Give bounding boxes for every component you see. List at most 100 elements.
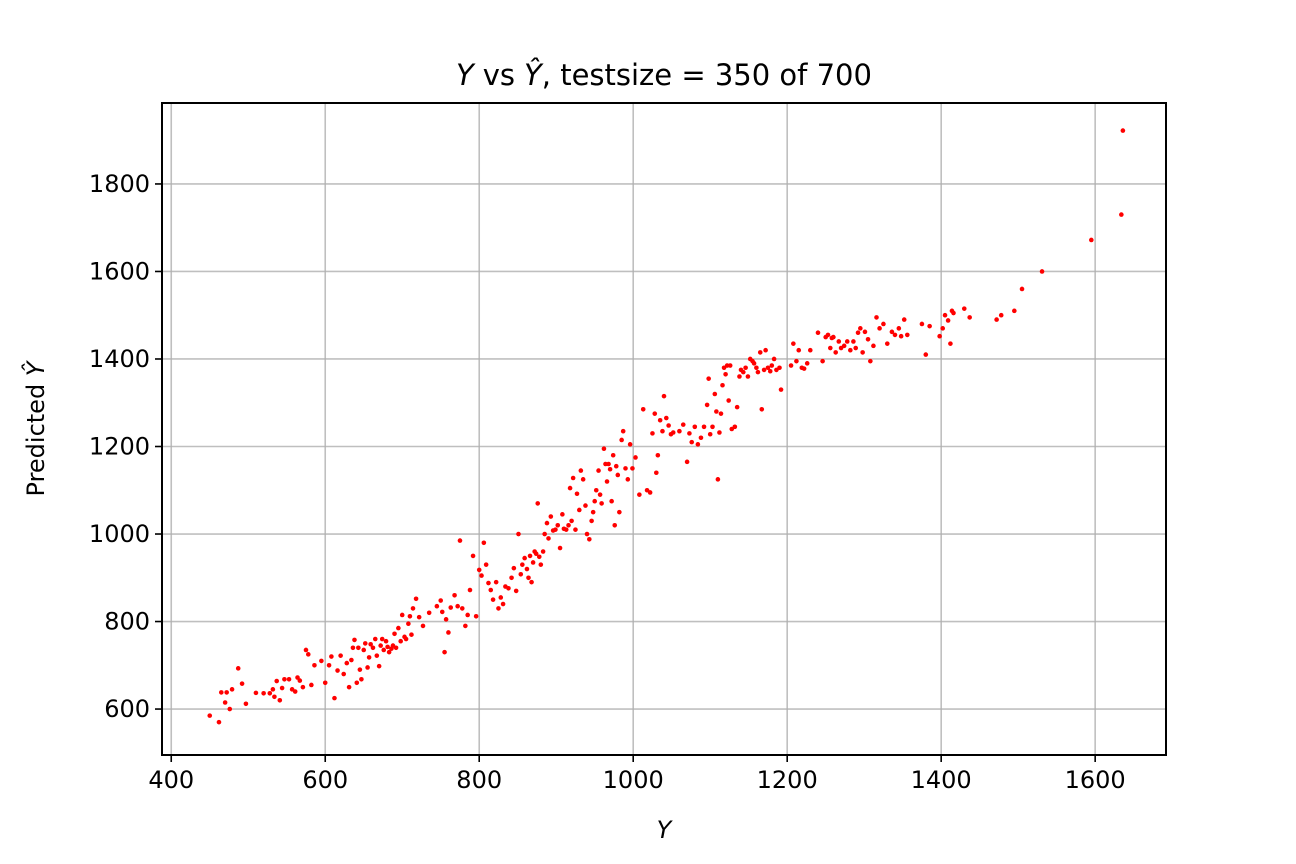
data-point — [706, 376, 711, 381]
y-tick-label: 1000 — [89, 520, 150, 548]
data-point — [604, 479, 610, 484]
data-point — [563, 527, 569, 532]
data-point — [253, 690, 259, 696]
data-point — [207, 713, 213, 718]
data-point — [737, 374, 742, 379]
data-point — [403, 636, 409, 642]
data-point — [589, 518, 594, 524]
data-point — [569, 518, 574, 524]
data-point — [927, 323, 932, 329]
data-point — [884, 341, 890, 346]
y-tick-label: 1600 — [89, 257, 150, 285]
data-point — [695, 442, 701, 447]
data-point — [1119, 212, 1124, 217]
data-point — [617, 509, 622, 515]
data-point — [526, 575, 531, 581]
grid-lines — [162, 103, 1166, 755]
data-point — [761, 367, 767, 373]
data-point — [791, 341, 796, 346]
data-point — [457, 538, 463, 543]
data-point — [216, 719, 222, 725]
x-tick-label: 1200 — [757, 766, 818, 794]
data-point — [828, 345, 833, 351]
data-point — [443, 617, 449, 622]
data-point — [279, 685, 285, 691]
data-point — [439, 609, 445, 615]
data-point — [529, 579, 534, 585]
data-point — [804, 361, 810, 366]
data-point — [717, 430, 722, 435]
data-point — [540, 549, 546, 554]
data-point — [527, 553, 533, 559]
data-point — [533, 551, 539, 557]
data-point — [467, 587, 473, 593]
data-point — [726, 398, 731, 403]
data-point — [815, 330, 821, 336]
data-point — [590, 509, 596, 515]
data-point — [687, 431, 692, 436]
data-point — [755, 369, 761, 375]
data-point — [524, 566, 530, 572]
x-axis-title: Y — [657, 816, 674, 844]
data-point — [670, 430, 676, 435]
x-axis-ticks: 400 600 800 1000 1200 1400 1600 — [148, 755, 1126, 794]
data-point — [338, 653, 343, 658]
data-point — [359, 676, 364, 682]
data-point — [548, 514, 554, 519]
data-point — [379, 636, 385, 642]
data-point — [860, 350, 865, 355]
data-point — [357, 667, 363, 672]
data-point — [407, 613, 413, 619]
data-point — [392, 631, 397, 637]
data-point — [448, 605, 454, 610]
data-point — [398, 638, 403, 644]
data-point — [396, 625, 401, 631]
data-point — [851, 339, 856, 344]
data-point — [874, 315, 879, 320]
data-point — [222, 700, 228, 705]
data-point — [329, 654, 334, 659]
data-point — [560, 512, 565, 517]
data-point — [383, 638, 389, 644]
data-point — [640, 407, 646, 412]
data-point — [865, 336, 871, 342]
data-point — [796, 347, 802, 353]
data-point — [654, 470, 659, 476]
data-point — [778, 387, 784, 392]
data-point — [368, 641, 373, 647]
data-point — [438, 598, 444, 603]
data-point — [393, 645, 399, 651]
data-point — [623, 466, 628, 471]
y-axis-title-symbol: Ŷ — [20, 359, 50, 376]
x-tick-label: 1000 — [603, 766, 664, 794]
data-point — [282, 676, 287, 682]
data-point — [455, 603, 460, 609]
data-point — [483, 562, 489, 567]
data-point — [574, 491, 580, 497]
data-point — [350, 645, 356, 651]
data-point — [627, 442, 633, 447]
data-point — [801, 366, 807, 371]
data-point — [701, 424, 707, 430]
data-point — [1120, 128, 1126, 133]
y-tick-label: 800 — [104, 608, 150, 636]
data-point — [506, 585, 511, 591]
data-point — [229, 687, 235, 692]
data-point — [945, 318, 951, 323]
data-point — [274, 678, 280, 684]
data-point — [239, 681, 245, 686]
data-point — [578, 468, 584, 473]
data-point — [715, 477, 721, 482]
data-point — [378, 643, 383, 648]
data-point — [601, 446, 607, 451]
data-point — [509, 575, 514, 581]
data-point — [754, 365, 759, 371]
data-point — [660, 428, 665, 434]
data-point — [406, 621, 411, 627]
data-point — [858, 326, 863, 331]
x-tick-label: 800 — [456, 766, 502, 794]
data-point — [470, 553, 476, 559]
title-vs: vs — [483, 58, 515, 92]
data-point — [655, 452, 661, 458]
data-point — [710, 424, 715, 430]
